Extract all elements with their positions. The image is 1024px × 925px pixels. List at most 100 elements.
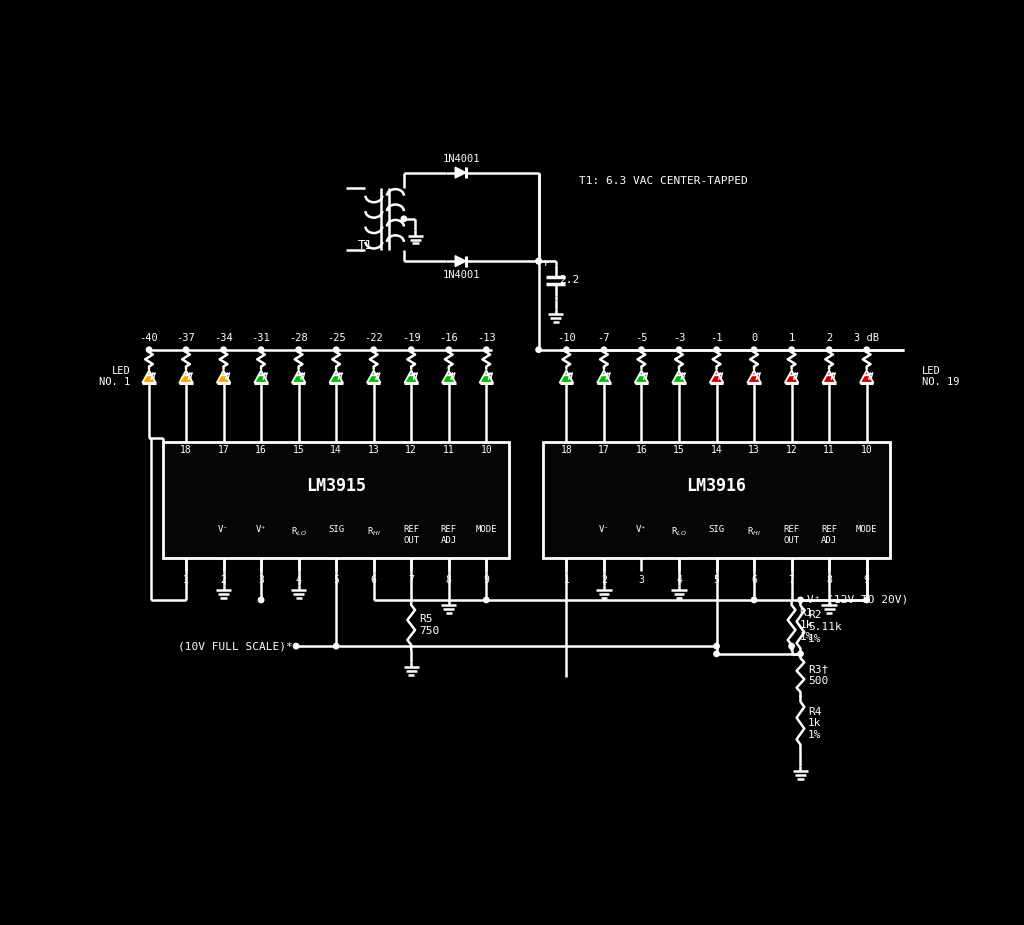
Circle shape (864, 598, 869, 603)
Text: REF
OUT: REF OUT (403, 525, 419, 545)
Text: 16: 16 (255, 445, 267, 455)
Text: 7: 7 (788, 574, 795, 585)
Bar (163, 442, 509, 558)
Text: 6: 6 (752, 574, 757, 585)
Text: SIG: SIG (709, 525, 725, 535)
Polygon shape (479, 371, 494, 383)
Text: 1: 1 (183, 574, 189, 585)
Polygon shape (442, 371, 456, 383)
Polygon shape (784, 371, 799, 383)
Text: -34: -34 (214, 333, 232, 343)
Circle shape (296, 347, 301, 352)
Polygon shape (672, 371, 686, 383)
Text: 12: 12 (406, 445, 417, 455)
Text: -1: -1 (711, 333, 723, 343)
Circle shape (798, 651, 803, 657)
Text: 7: 7 (409, 574, 414, 585)
Polygon shape (456, 255, 466, 266)
Text: (10V FULL SCALE)*: (10V FULL SCALE)* (177, 641, 292, 651)
Text: 10: 10 (861, 445, 872, 455)
Text: 13: 13 (749, 445, 760, 455)
Text: 1: 1 (788, 333, 795, 343)
Text: SIG: SIG (328, 525, 344, 535)
Text: 1N4001: 1N4001 (443, 270, 480, 280)
Polygon shape (860, 371, 873, 383)
Circle shape (714, 347, 719, 352)
Text: 15: 15 (673, 445, 685, 455)
Text: 9: 9 (863, 574, 869, 585)
Circle shape (334, 347, 339, 352)
Polygon shape (367, 371, 381, 383)
Circle shape (334, 644, 339, 648)
Circle shape (601, 347, 606, 352)
Text: 14: 14 (711, 445, 722, 455)
Text: 14: 14 (331, 445, 342, 455)
Text: 3: 3 (639, 574, 644, 585)
Text: R4
1k
1%: R4 1k 1% (808, 707, 821, 740)
Text: 13: 13 (368, 445, 380, 455)
Text: R$_{LO}$: R$_{LO}$ (291, 525, 306, 537)
Text: -37: -37 (176, 333, 196, 343)
Text: 8: 8 (826, 574, 833, 585)
Circle shape (536, 347, 542, 352)
Text: -28: -28 (289, 333, 308, 343)
Text: 16: 16 (636, 445, 647, 455)
Text: 8: 8 (445, 574, 452, 585)
Text: R3†
500: R3† 500 (808, 664, 828, 685)
Text: R$_{HI}$: R$_{HI}$ (748, 525, 761, 537)
Text: -25: -25 (327, 333, 345, 343)
Circle shape (563, 347, 569, 352)
Text: LED
NO. 1: LED NO. 1 (99, 366, 131, 388)
Polygon shape (254, 371, 268, 383)
Text: -13: -13 (477, 333, 496, 343)
Text: 2: 2 (826, 333, 833, 343)
Text: 1N4001: 1N4001 (443, 154, 480, 164)
Text: -7: -7 (598, 333, 610, 343)
Text: 5: 5 (333, 574, 339, 585)
Circle shape (446, 347, 452, 352)
Text: 5: 5 (714, 574, 720, 585)
Text: -22: -22 (365, 333, 383, 343)
Text: V⁺: V⁺ (636, 525, 647, 535)
Circle shape (788, 347, 795, 352)
Circle shape (409, 347, 414, 352)
Polygon shape (292, 371, 305, 383)
Circle shape (864, 347, 869, 352)
Text: 2.2: 2.2 (559, 276, 580, 286)
Circle shape (798, 598, 803, 603)
Polygon shape (456, 167, 466, 178)
Circle shape (183, 347, 188, 352)
Circle shape (536, 258, 542, 264)
Text: LM3915: LM3915 (306, 477, 367, 495)
Polygon shape (142, 371, 156, 383)
Circle shape (676, 347, 682, 352)
Circle shape (788, 644, 795, 648)
Polygon shape (710, 371, 723, 383)
Polygon shape (404, 371, 418, 383)
Circle shape (258, 598, 264, 603)
Text: 18: 18 (560, 445, 572, 455)
Text: R1
1k
1%: R1 1k 1% (800, 609, 813, 642)
Text: 3: 3 (258, 574, 264, 585)
Polygon shape (179, 371, 193, 383)
Text: T1: 6.3 VAC CENTER-TAPPED: T1: 6.3 VAC CENTER-TAPPED (579, 177, 748, 187)
Circle shape (752, 347, 757, 352)
Text: V⁺: V⁺ (256, 525, 266, 535)
Text: 11: 11 (823, 445, 835, 455)
Text: 17: 17 (218, 445, 229, 455)
Text: R$_{HI}$: R$_{HI}$ (367, 525, 381, 537)
Polygon shape (217, 371, 230, 383)
Circle shape (714, 644, 719, 648)
Circle shape (483, 347, 489, 352)
Circle shape (258, 347, 264, 352)
Text: V⁻: V⁻ (599, 525, 609, 535)
Polygon shape (635, 371, 648, 383)
Text: 2: 2 (601, 574, 607, 585)
Polygon shape (748, 371, 761, 383)
Text: REF
ADJ: REF ADJ (440, 525, 457, 545)
Circle shape (752, 598, 757, 603)
Polygon shape (559, 371, 573, 383)
Circle shape (371, 347, 377, 352)
Polygon shape (597, 371, 610, 383)
Text: MODE: MODE (475, 525, 497, 535)
